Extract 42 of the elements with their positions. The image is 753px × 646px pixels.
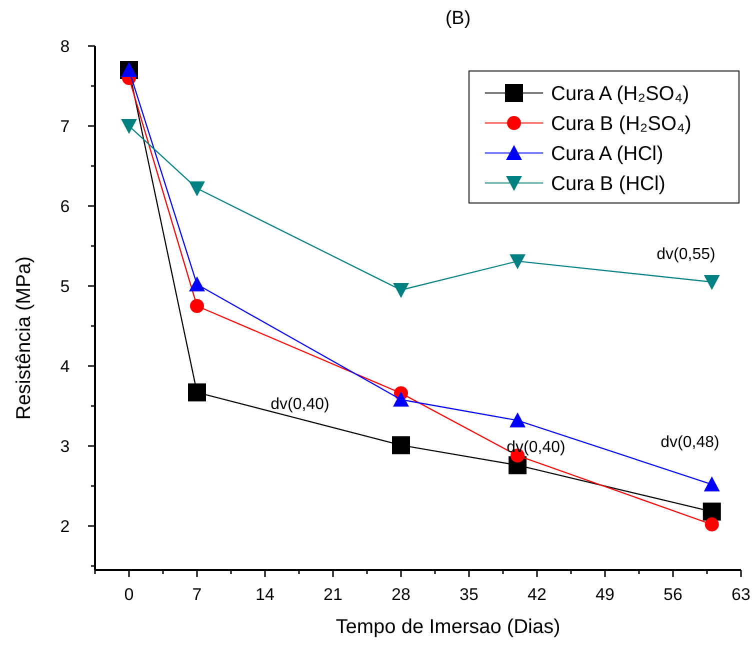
point — [190, 299, 204, 313]
y-tick-label: 4 — [60, 357, 70, 376]
point — [392, 436, 410, 454]
point — [189, 276, 205, 292]
x-tick-label: 56 — [664, 585, 682, 604]
x-tick-label: 42 — [528, 585, 546, 604]
legend-label: Cura A (HCl) — [551, 143, 664, 165]
point — [704, 275, 720, 290]
point — [189, 181, 205, 196]
point — [188, 383, 206, 402]
point — [510, 254, 526, 270]
x-axis-title: Tempo de Imersao (Dias) — [336, 616, 560, 638]
x-tick-label: 7 — [192, 585, 202, 604]
y-tick-label: 5 — [60, 277, 70, 296]
annotation: dv(0,40) — [270, 396, 330, 413]
point — [510, 412, 526, 428]
y-tick-label: 7 — [60, 117, 70, 136]
x-tick-label: 21 — [324, 585, 342, 604]
x-tick-label: 14 — [256, 585, 274, 604]
x-tick-label: 49 — [596, 585, 614, 604]
point — [704, 476, 720, 492]
x-tick-label: 28 — [392, 585, 410, 604]
x-tick-label: 63 — [732, 585, 750, 604]
annotation: dv(0,48) — [660, 434, 720, 451]
y-tick-label: 6 — [60, 197, 70, 216]
point — [704, 517, 719, 532]
point — [393, 283, 409, 298]
legend-label: Cura A (H₂SO₄) — [551, 83, 690, 105]
x-tick-label: 0 — [124, 585, 134, 604]
point — [702, 502, 721, 521]
annotation: dv(0,55) — [656, 246, 716, 263]
chart-title: (B) — [445, 8, 471, 29]
legend-label: Cura B (H₂SO₄) — [551, 113, 692, 135]
point — [393, 392, 409, 407]
y-tick-label: 3 — [60, 437, 70, 456]
x-tick-label: 35 — [460, 585, 478, 604]
point — [121, 119, 137, 134]
y-tick-label: 2 — [60, 517, 70, 536]
annotation: dv(0,40) — [506, 439, 566, 456]
y-axis-title: Resistência (MPa) — [13, 256, 35, 420]
legend-label: Cura B (HCl) — [551, 173, 666, 195]
y-tick-label: 8 — [60, 37, 70, 56]
